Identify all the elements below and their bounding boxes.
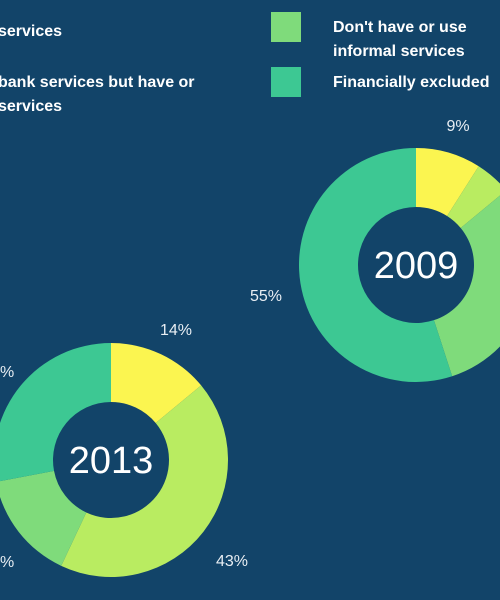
donut-2013-slice-3 <box>0 470 87 566</box>
legend-swatch-informal-only <box>271 12 301 42</box>
donut-2013-pct-label-2: 43% <box>216 553 248 570</box>
donut-2009-slice-4 <box>299 148 453 383</box>
donut-2013-slice-4 <box>0 343 111 482</box>
legend-label-informal-only-line2: informal services <box>333 43 465 60</box>
donut-2009-pct-label-4: 55% <box>250 288 282 305</box>
donut-2013-cropped-pct-2: % <box>0 554 14 571</box>
donut-2013-slice-2 <box>61 385 229 577</box>
legend-label-excluded: Financially excluded <box>333 74 490 91</box>
donut-2009-slice-3 <box>433 195 500 377</box>
donut-2013-pct-label-1: 14% <box>160 322 192 339</box>
legend-label-formal-services: services <box>0 23 63 40</box>
donut-2009-year-label: 2009 <box>374 245 459 287</box>
donut-2009-pct-label-1: 9% <box>446 118 469 135</box>
legend-label-formal-and-informal-line2: services <box>0 98 63 115</box>
donut-2009-slice-2 <box>447 166 500 229</box>
donut-2013-year-label: 2013 <box>69 440 154 482</box>
legend-swatch-excluded <box>271 67 301 97</box>
donut-2009-slice-1 <box>416 148 479 217</box>
legend-label-informal-only-line1: Don't have or use <box>333 19 467 36</box>
legend-label-formal-and-informal-line1: bank services but have or <box>0 74 195 91</box>
donut-2013-slice-1 <box>111 343 202 424</box>
donut-2013-cropped-pct-1: % <box>0 364 14 381</box>
